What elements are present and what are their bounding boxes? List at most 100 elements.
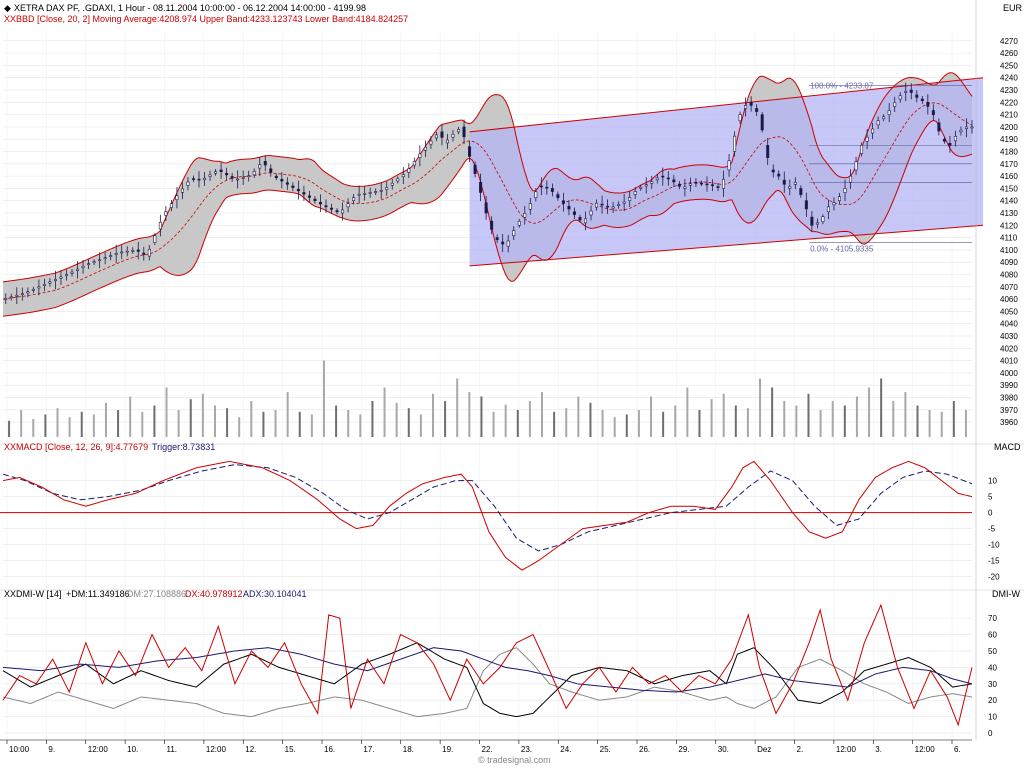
candle-body xyxy=(396,178,400,182)
x-tick-label: 24. xyxy=(560,745,571,754)
price-panel: 100.0% - 4233.87 0.0% - 4105.9335 xyxy=(2,72,984,437)
price-tick-label: 4170 xyxy=(1000,160,1018,169)
candle-body xyxy=(445,139,449,144)
candle-body xyxy=(103,257,107,259)
price-tick-label: 4200 xyxy=(1000,123,1018,132)
candle-body xyxy=(379,189,383,192)
candle-body xyxy=(175,195,179,201)
candle-body xyxy=(429,140,433,145)
dmi-legend-adx: ADX:30.104041 xyxy=(243,589,307,599)
candle-body xyxy=(48,281,52,284)
candle-body xyxy=(490,220,494,230)
price-tick-label: 4160 xyxy=(1000,172,1018,181)
macd-trigger-line xyxy=(2,464,973,552)
candle-body xyxy=(291,185,295,188)
candle-body xyxy=(567,205,571,210)
candle-body xyxy=(225,172,229,176)
candle-body xyxy=(766,145,770,158)
candle-body xyxy=(904,90,908,93)
candle-body xyxy=(931,110,935,115)
candle-body xyxy=(335,210,339,213)
candle-body xyxy=(826,206,830,213)
candle-body xyxy=(70,271,74,274)
candle-body xyxy=(197,178,201,181)
price-tick-label: 4090 xyxy=(1000,258,1018,267)
candle-body xyxy=(191,178,195,180)
candle-body xyxy=(804,200,808,210)
candle-body xyxy=(136,249,140,252)
candle-body xyxy=(357,193,361,196)
candle-body xyxy=(423,146,427,151)
x-tick-label: 12:00 xyxy=(836,745,857,754)
candle-body xyxy=(76,268,80,271)
candle-body xyxy=(948,143,952,146)
candle-body xyxy=(534,191,538,198)
candle-body xyxy=(324,205,328,208)
candle-body xyxy=(363,193,367,195)
price-tick-label: 4250 xyxy=(1000,61,1018,70)
price-axis-currency: EUR xyxy=(1003,3,1023,13)
dmi-tick-label: 10 xyxy=(988,713,997,722)
channel-upper-line xyxy=(469,77,984,133)
dmi-tick-label: 0 xyxy=(988,729,993,738)
dmi-legend-icon: XX xyxy=(4,589,16,599)
candle-body xyxy=(578,217,582,221)
x-tick-label: 19. xyxy=(442,745,453,754)
x-tick-label: 15. xyxy=(285,745,296,754)
candle-body xyxy=(9,296,13,299)
instrument-title: XETRA DAX PF, .GDAXI, 1 Hour - 08.11.200… xyxy=(14,3,366,13)
candle-body xyxy=(871,128,875,134)
x-tick-label: 22. xyxy=(482,745,493,754)
candle-body xyxy=(788,186,792,189)
candle-body xyxy=(710,184,714,187)
candle-body xyxy=(512,230,516,237)
candle-body xyxy=(909,89,913,93)
x-tick-label: 26. xyxy=(639,745,650,754)
candle-body xyxy=(479,181,483,193)
candle-body xyxy=(42,284,46,286)
x-tick-label: 9. xyxy=(48,745,55,754)
candle-body xyxy=(120,251,124,254)
price-tick-label: 4020 xyxy=(1000,344,1018,353)
candle-body xyxy=(274,175,278,179)
candle-body xyxy=(330,207,334,210)
candle-body xyxy=(462,126,466,138)
x-tick-label: 10. xyxy=(127,745,138,754)
x-tick-label: 12:00 xyxy=(915,745,936,754)
candle-body xyxy=(920,98,924,101)
candle-body xyxy=(302,192,306,195)
candle-body xyxy=(153,235,157,243)
x-tick-label: 18. xyxy=(403,745,414,754)
price-tick-label: 3980 xyxy=(1000,393,1018,402)
macd-line xyxy=(2,460,973,571)
candle-body xyxy=(793,181,797,185)
candle-body xyxy=(131,250,135,252)
candle-body xyxy=(401,174,405,178)
price-tick-label: 4140 xyxy=(1000,197,1018,206)
candle-body xyxy=(771,169,775,173)
candle-body xyxy=(241,177,245,179)
price-tick-label: 3990 xyxy=(1000,381,1018,390)
candle-body xyxy=(26,291,30,294)
candle-body xyxy=(865,136,869,142)
candle-body xyxy=(147,248,151,257)
bollinger-moving-average xyxy=(2,102,973,300)
candle-body xyxy=(385,187,389,190)
macd-legend-icon: XX xyxy=(4,442,16,452)
candle-body xyxy=(484,202,488,214)
candle-body xyxy=(307,195,311,198)
x-tick-label: 12. xyxy=(245,745,256,754)
x-tick-label: 23. xyxy=(521,745,532,754)
dmi-tick-label: 20 xyxy=(988,696,997,705)
candle-body xyxy=(699,182,703,185)
candle-body xyxy=(661,175,665,178)
dmi-dx-line xyxy=(2,603,973,727)
candle-body xyxy=(799,188,803,195)
macd-legend-trigger: Trigger:8.73831 xyxy=(152,442,215,452)
price-tick-label: 4220 xyxy=(1000,98,1018,107)
candle-body xyxy=(247,175,251,178)
candle-body xyxy=(280,179,284,182)
candle-body xyxy=(352,197,356,202)
price-tick-label: 4150 xyxy=(1000,184,1018,193)
